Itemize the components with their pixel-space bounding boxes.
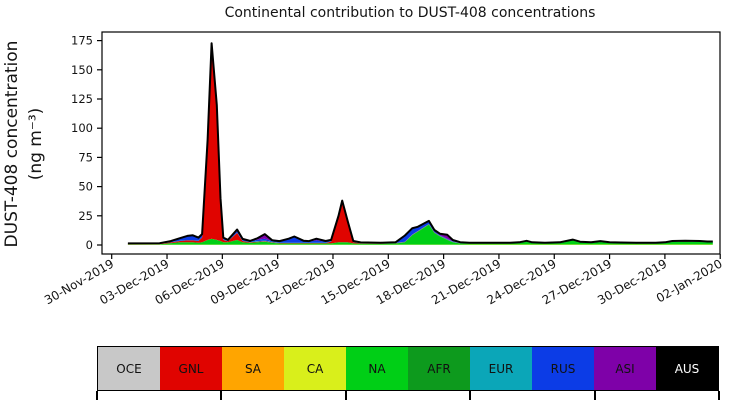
legend-entry-sa: SA [222,347,284,390]
legend-entry-oce: OCE [98,347,160,390]
legend-tick [718,391,720,400]
y-tick-label: 100 [71,121,93,135]
y-tick-label: 125 [71,92,93,106]
legend-entry-eur: EUR [470,347,532,390]
legend-tick [593,391,596,400]
chart-title: Continental contribution to DUST-408 con… [225,5,596,21]
legend-tick [469,391,472,400]
legend-entry-na: NA [346,347,408,390]
legend-entry-label: AUS [674,361,700,376]
legend-entry-label: ASI [615,361,635,376]
legend-entry-label: OCE [116,361,142,376]
y-tick-label: 25 [78,209,93,223]
legend-entry-label: NA [368,361,386,376]
plot-spines [101,31,721,255]
legend-entry-aus: AUS [656,347,718,390]
area-na [127,224,713,245]
legend-tick [344,391,347,400]
legend-entry-label: CA [306,361,324,376]
y-tick-label: 150 [71,63,93,77]
legend-entry-label: RUS [550,361,576,376]
y-tick-label: 175 [71,34,93,48]
total-outline [127,42,713,245]
legend-tick [96,391,98,400]
legend-entry-rus: RUS [532,347,594,390]
legend-entry-gnl: GNL [160,347,222,390]
y-tick-label: 75 [78,150,93,164]
plot-generated: 025507510012515017530-Nov-201903-Dec-201… [42,31,725,307]
y-axis-label-line1: DUST-408 concentration [2,41,22,248]
legend-entry-label: GNL [178,361,204,376]
legend-entry-asi: ASI [594,347,656,390]
legend-entry-label: AFR [427,361,451,376]
y-tick-label: 50 [78,180,93,194]
y-tick-label: 0 [86,238,93,252]
legend-colorbar: OCE GNL SA CA NA AFR EUR RUS ASI AUS [97,346,719,391]
legend-entry-label: SA [244,361,262,376]
legend-entry-afr: AFR [408,347,470,390]
y-axis-label-line2: (ng m⁻³) [26,108,46,181]
legend-entry-ca: CA [284,347,346,390]
legend-tick [220,391,223,400]
legend-entry-label: EUR [488,361,514,376]
area-gnl [127,46,713,245]
